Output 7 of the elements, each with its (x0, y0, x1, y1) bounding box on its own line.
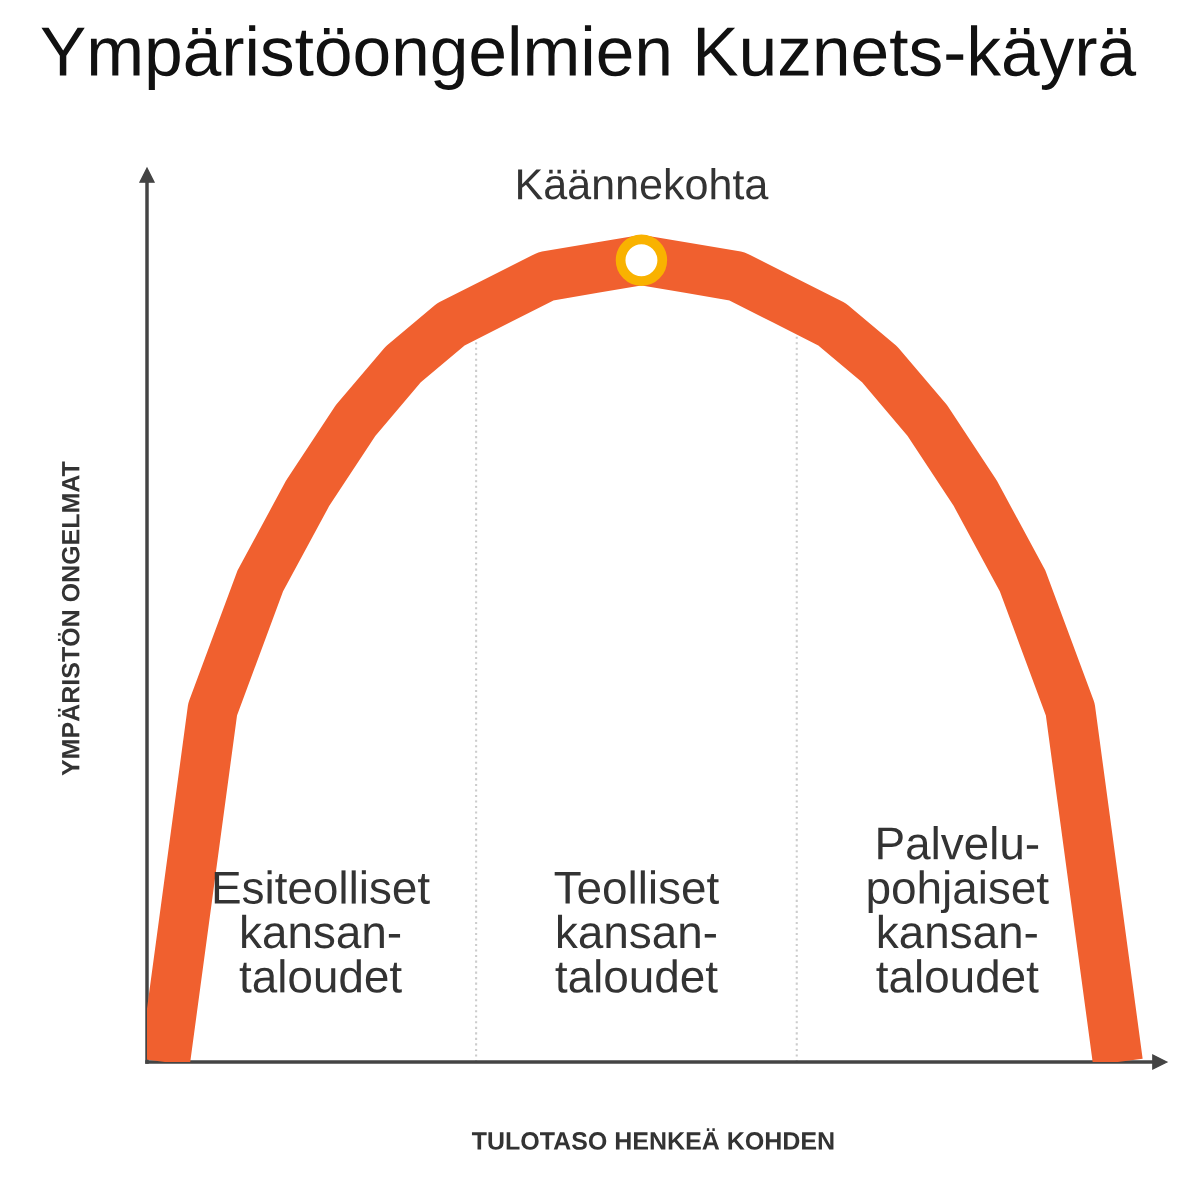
text: Käännekohta (518, 167, 769, 200)
x-axis-title: TULOTASO HENKEÄ KOHDEN (471, 1128, 834, 1150)
y-axis-title: YMPÄRISTÖN ONGELMAT (57, 461, 80, 776)
annotation: Esiteolliset kansan- taloudet (214, 870, 430, 993)
annotation: Palvelu- pohjaiset kansan- taloudet (868, 825, 1049, 993)
annotation: Teolliset kansan- taloudet (554, 870, 719, 993)
chart-title: Ympäristöongelmien Kuznets-käyrä (41, 25, 1137, 90)
